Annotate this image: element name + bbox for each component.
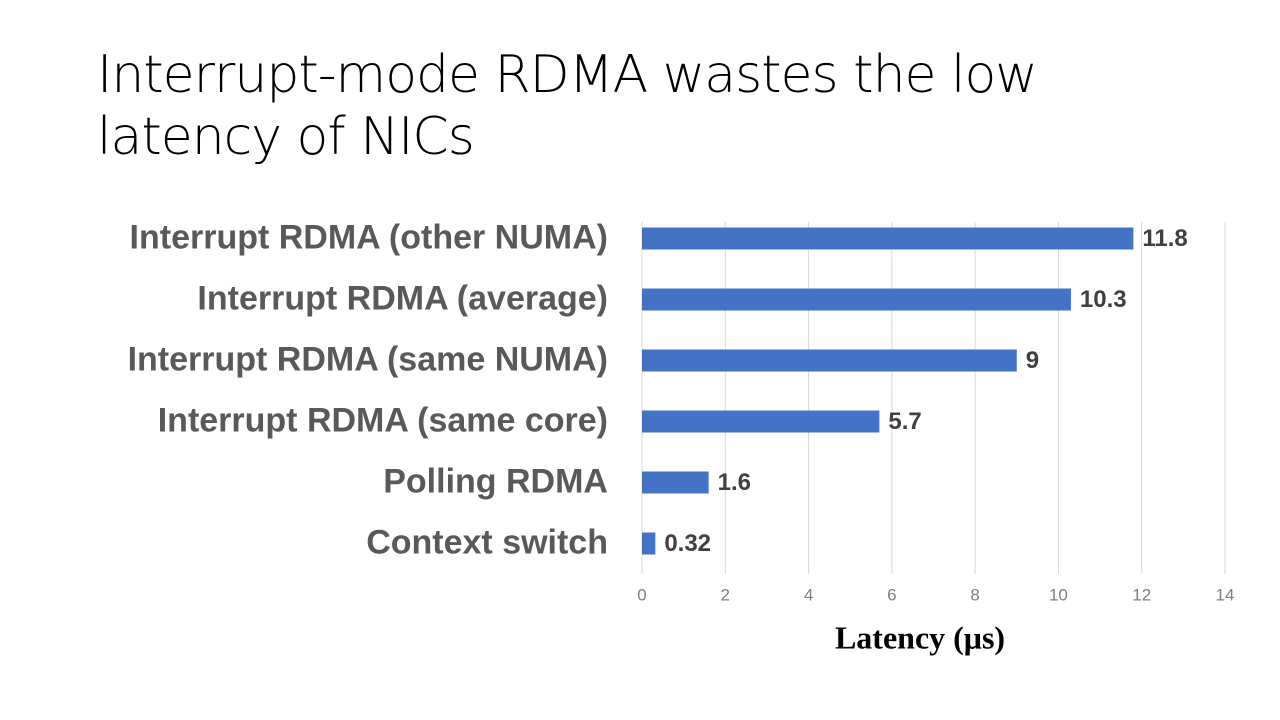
bar xyxy=(642,532,656,555)
x-tick-label: 14 xyxy=(1216,585,1235,604)
slide-title: Interrupt-mode RDMA wastes the low laten… xyxy=(97,45,1038,167)
x-tick-label: 10 xyxy=(1049,585,1068,604)
data-label: 9 xyxy=(1026,347,1039,374)
data-label: 1.6 xyxy=(718,469,751,496)
data-label: 10.3 xyxy=(1080,286,1127,313)
data-label: 11.8 xyxy=(1142,225,1187,252)
x-tick-label: 12 xyxy=(1132,585,1151,604)
y-tick-label: Interrupt RDMA (other NUMA) xyxy=(130,218,608,256)
x-tick-label: 6 xyxy=(887,585,896,604)
bar xyxy=(642,471,709,494)
bar xyxy=(642,349,1017,372)
y-tick-label: Interrupt RDMA (average) xyxy=(197,279,608,317)
x-tick-label: 0 xyxy=(637,585,646,604)
y-tick-label: Polling RDMA xyxy=(383,462,608,500)
bar xyxy=(642,227,1134,250)
data-label: 5.7 xyxy=(888,408,921,435)
data-label: 0.32 xyxy=(664,530,711,557)
x-axis-label: Latency (μs) xyxy=(835,619,1005,655)
y-tick-label: Interrupt RDMA (same NUMA) xyxy=(128,340,608,378)
x-tick-label: 2 xyxy=(721,585,730,604)
bar xyxy=(642,288,1071,311)
x-tick-label: 4 xyxy=(804,585,813,604)
y-tick-label: Context switch xyxy=(366,523,608,561)
x-tick-label: 8 xyxy=(970,585,979,604)
bar xyxy=(642,410,880,433)
y-tick-label: Interrupt RDMA (same core) xyxy=(158,401,608,439)
